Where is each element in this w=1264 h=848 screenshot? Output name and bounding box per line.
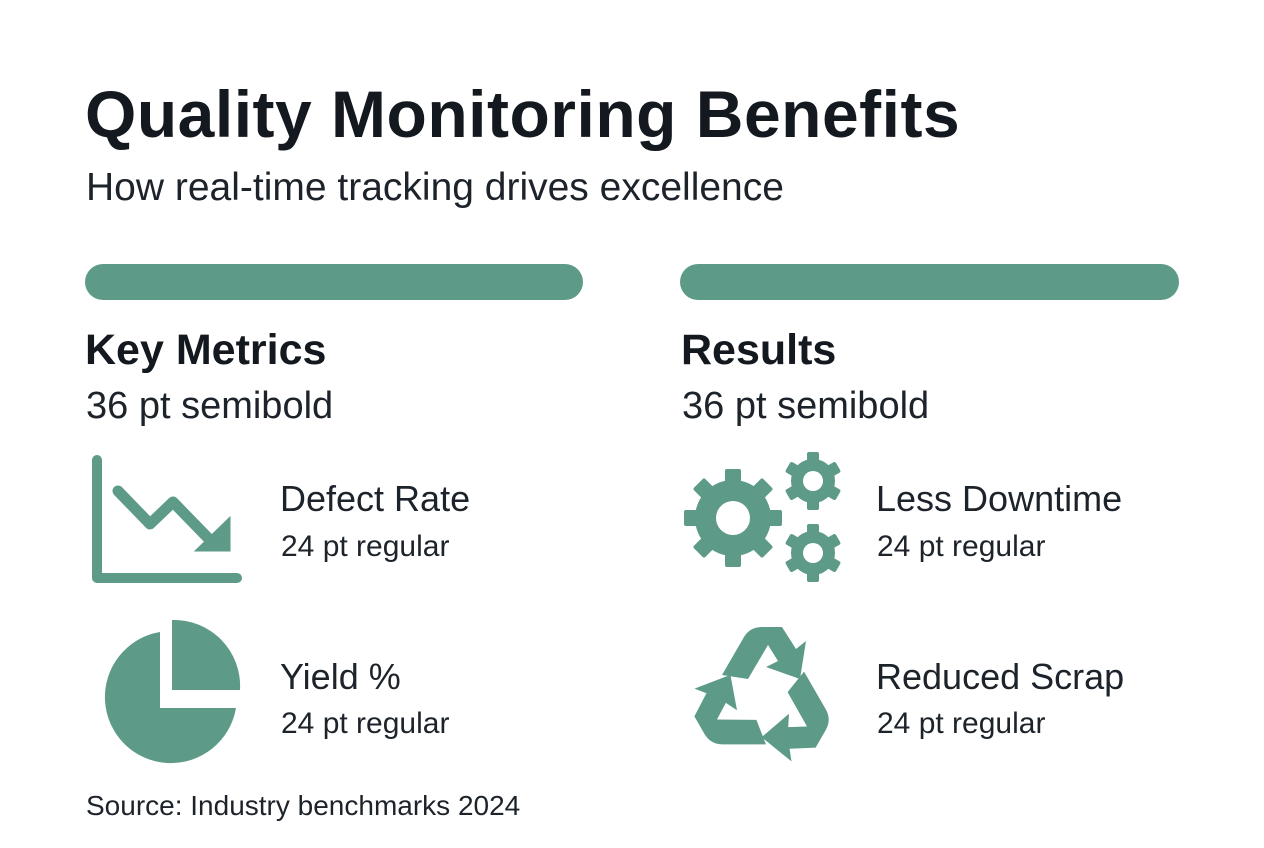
item-label-reduced-scrap: Reduced Scrap [876,656,1125,697]
item-label-defect-rate: Defect Rate [280,478,471,519]
item-label-yield: Yield % [280,656,401,697]
section-heading-results: Results [681,326,837,374]
item-label-less-downtime: Less Downtime [876,478,1123,519]
section-divider-bar [680,264,1179,300]
recycle-arrow [761,671,829,762]
item-sublabel: 24 pt regular [877,530,1046,563]
source-note: Source: Industry benchmarks 2024 [86,790,521,821]
small-gear-bottom [785,524,841,582]
page-subtitle: How real-time tracking drives excellence [86,166,784,209]
section-subheading: 36 pt semibold [682,385,930,427]
gears-icon [684,452,841,582]
section-divider-bar [85,264,583,300]
item-sublabel: 24 pt regular [877,707,1046,740]
item-sublabel: 24 pt regular [281,530,450,563]
large-gear [684,469,782,567]
trend-down-chart-icon [92,455,242,583]
section-heading-key-metrics: Key Metrics [85,326,327,374]
recycle-icon [694,627,829,762]
recycle-arrow [694,674,766,745]
small-gear-top [785,452,841,510]
item-sublabel: 24 pt regular [281,707,450,740]
pie-chart-icon [104,619,241,764]
section-subheading: 36 pt semibold [86,385,334,427]
recycle-arrow [722,627,806,679]
page-title: Quality Monitoring Benefits [85,77,961,151]
